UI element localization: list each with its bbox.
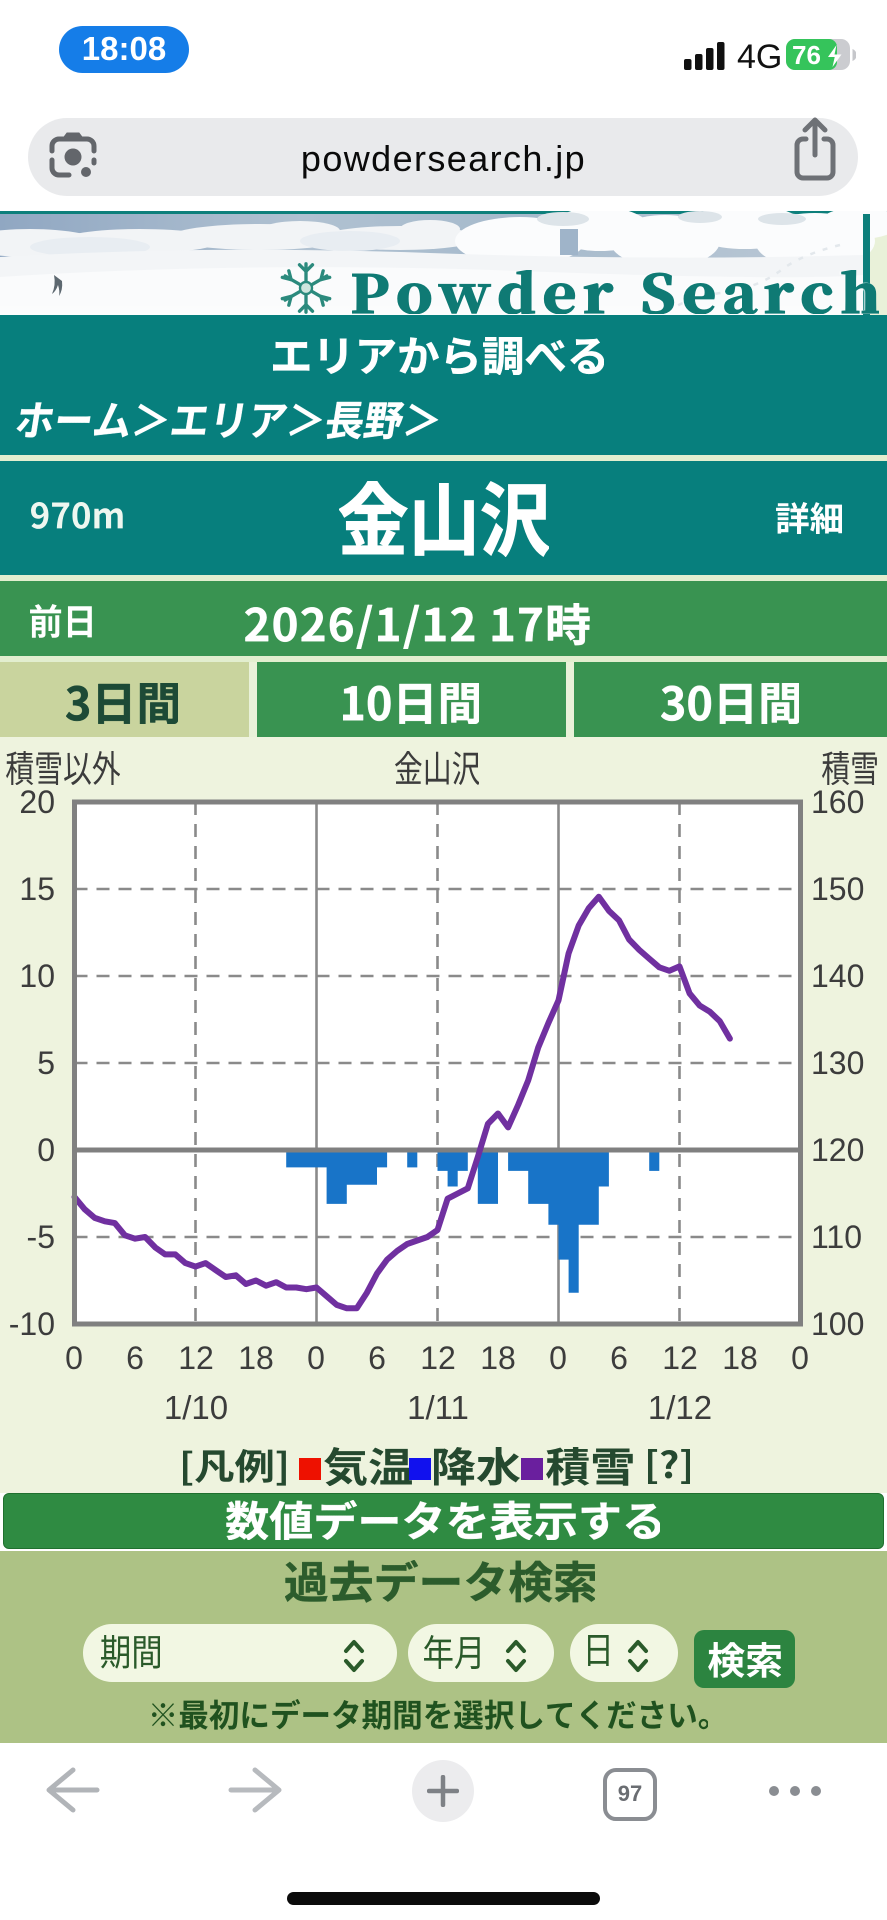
svg-text:76: 76 — [792, 40, 821, 70]
